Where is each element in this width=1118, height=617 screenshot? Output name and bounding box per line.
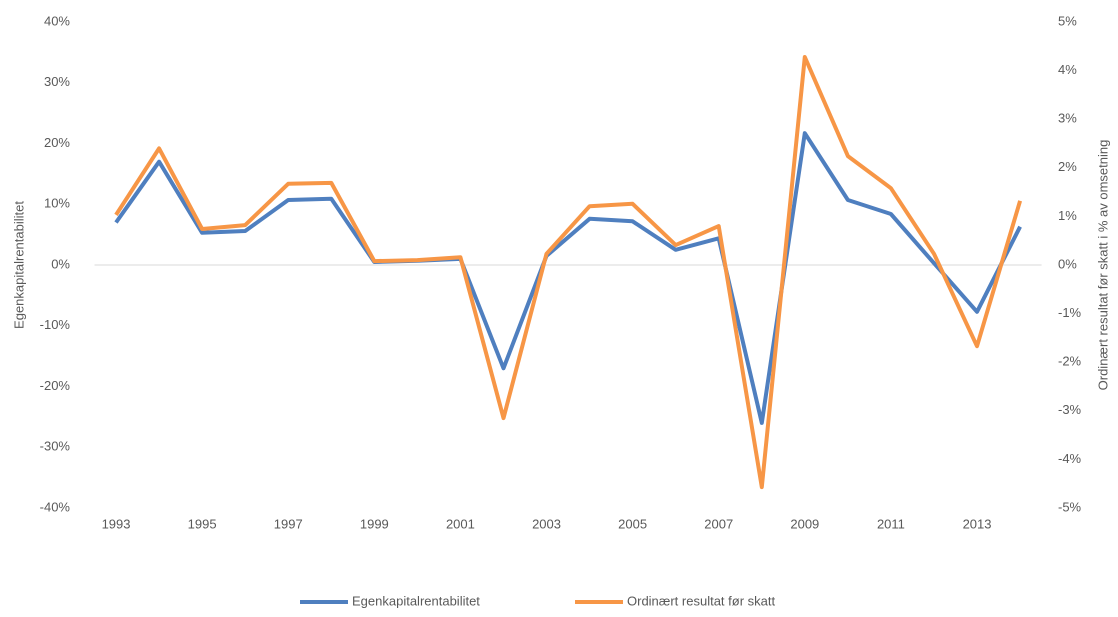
x-tick-label: 2007 [704,516,733,531]
y2-tick-label: -3% [1058,402,1082,417]
series-line [114,131,1022,425]
y2-tick-label: 0% [1058,256,1077,271]
y2-tick-label: 1% [1058,208,1077,223]
y-tick-label: -40% [40,499,71,514]
y2-tick-label: 4% [1058,62,1077,77]
y-tick-label: -10% [40,317,71,332]
x-tick-label: 2009 [790,516,819,531]
y-tick-label: 30% [44,74,70,89]
y2-tick-label: -4% [1058,451,1082,466]
x-tick-label: 1995 [188,516,217,531]
x-tick-label: 2011 [877,516,905,531]
x-tick-label: 2003 [532,516,561,531]
y2-tick-label: 2% [1058,159,1077,174]
y2-tick-label: 5% [1058,13,1077,28]
y2-tick-label: -1% [1058,305,1082,320]
legend-label: Ordinært resultat før skatt [627,593,775,608]
y-tick-label: -20% [40,378,71,393]
y-axis-label: Egenkapitalrentabilitet [11,201,26,329]
x-tick-label: 1993 [102,516,131,531]
legend-label: Egenkapitalrentabilitet [352,593,480,608]
y-tick-label: -30% [40,439,71,454]
y2-tick-label: -2% [1058,354,1082,369]
x-tick-label: 1999 [360,516,389,531]
y-tick-label: 40% [44,13,70,28]
y2-tick-label: -5% [1058,499,1082,514]
x-tick-label: 2001 [446,516,475,531]
x-tick-label: 1997 [274,516,303,531]
series-line [114,55,1023,490]
y2-tick-label: 3% [1058,111,1077,126]
x-tick-label: 2005 [618,516,647,531]
x-tick-label: 2013 [963,516,992,531]
y2-axis-label: Ordinært resultat før skatt i % av omset… [1095,140,1110,391]
y-tick-label: 20% [44,135,70,150]
y-tick-label: 0% [51,256,70,271]
y-tick-label: 10% [44,196,70,211]
